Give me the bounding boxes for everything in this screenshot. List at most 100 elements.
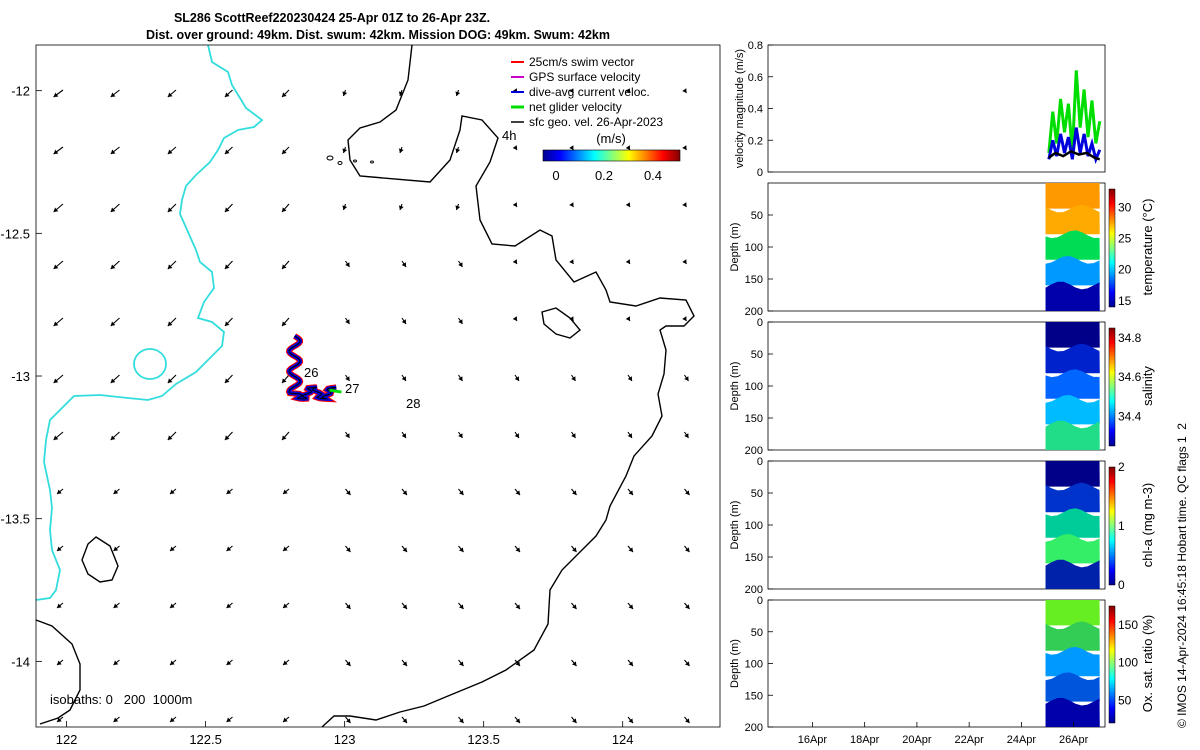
colorbar-tick-label: 2 (1118, 460, 1125, 474)
geo-velocity-arrow (455, 89, 461, 97)
geo-velocity-arrow (401, 545, 408, 553)
section-data-layer (1045, 461, 1100, 487)
geo-velocity-arrow (512, 316, 518, 322)
speed-colorbar-tick-2: 0.4 (644, 168, 662, 183)
section-data-layer (1045, 343, 1100, 374)
geo-velocity-arrow (226, 659, 233, 666)
geo-velocity-arrow (398, 146, 404, 154)
map-panel: 4h 26 27 28 isobaths: 0 200 1000m 25cm/s… (0, 44, 721, 747)
geo-velocity-arrow (169, 716, 177, 723)
geo-velocity-arrow (627, 545, 634, 553)
geo-velocity-arrow (56, 602, 64, 609)
geo-velocity-arrow (571, 431, 576, 439)
depth-y-tick-label: 200 (745, 306, 763, 318)
geo-velocity-arrow (625, 145, 631, 151)
section-data-layer (1045, 369, 1100, 399)
geo-velocity-arrow (571, 716, 577, 724)
map-y-tick-label: -13.5 (0, 512, 30, 527)
colorbar-label: salinity (1140, 366, 1155, 406)
section-data-layer (1045, 322, 1100, 348)
geo-velocity-arrow (345, 659, 351, 667)
geo-velocity-arrow (684, 545, 690, 553)
geo-velocity-arrow (514, 431, 520, 439)
geo-velocity-arrow (110, 260, 120, 270)
geo-velocity-arrow (167, 260, 177, 270)
section-colorbar (1108, 605, 1116, 724)
geo-velocity-arrow (342, 89, 348, 97)
geo-velocity-arrow (684, 374, 689, 382)
velocity-series-line (1048, 149, 1101, 161)
geo-velocity-arrow (571, 545, 577, 553)
geo-velocity-arrow (53, 374, 64, 384)
geo-velocity-arrow (167, 89, 177, 98)
section-data-layer (1045, 508, 1100, 538)
geo-velocity-arrow (169, 659, 177, 666)
section-colorbar (1108, 188, 1116, 308)
geo-velocity-arrow (167, 146, 177, 155)
geo-velocity-arrow (342, 203, 348, 211)
date-x-tick-label: 18Apr (850, 734, 880, 746)
section-data-layer (1045, 697, 1100, 727)
geo-velocity-arrow (56, 488, 64, 495)
colorbar-tick-label: 100 (1118, 656, 1138, 670)
geo-velocity-arrow (281, 146, 290, 155)
geo-velocity-arrow (53, 317, 64, 327)
date-x-tick-label: 16Apr (798, 734, 828, 746)
depth-section-panel: 0 50 100 150 200 Depth (m) 0 1 2 chl-a (mg m-3) (729, 456, 1155, 596)
geo-velocity-arrow (110, 374, 120, 384)
speed-colorbar-tick-1: 0.2 (595, 168, 613, 183)
geo-velocity-arrow (169, 602, 177, 609)
geo-velocity-arrow (282, 602, 290, 609)
geo-velocity-arrow (684, 431, 689, 439)
geo-velocity-arrow (401, 431, 407, 439)
geo-velocity-arrow (458, 317, 463, 325)
geo-velocity-arrow (625, 316, 631, 322)
geo-velocity-arrow (458, 716, 464, 724)
geo-velocity-arrow (514, 716, 521, 724)
map-axes-frame (36, 45, 720, 727)
depth-y-tick-label: 0 (757, 456, 763, 468)
geo-velocity-arrow (514, 488, 521, 496)
depth-y-tick-label: 150 (745, 274, 763, 286)
velocity-y-tick-label: 0.2 (748, 135, 763, 147)
geo-velocity-arrow (226, 716, 233, 723)
figure-title-line1: SL286 ScottReef220230424 25-Apr 01Z to 2… (174, 11, 490, 25)
depth-y-label: Depth (m) (729, 639, 741, 688)
geo-velocity-arrow (113, 545, 120, 552)
geo-velocity-arrow (53, 203, 64, 213)
geo-velocity-arrow (401, 374, 407, 382)
geo-velocity-arrow (169, 545, 177, 552)
annotation-day-26: 26 (304, 365, 318, 380)
geo-velocity-arrow (571, 659, 577, 667)
geo-velocity-arrow (345, 374, 350, 382)
geo-velocity-arrow (345, 545, 351, 553)
geo-velocity-arrow (569, 259, 574, 265)
geo-velocity-arrow (167, 374, 177, 384)
geo-velocity-arrow (224, 374, 233, 384)
section-data-layer (1045, 204, 1100, 235)
map-x-tick-label: 122 (56, 732, 78, 747)
colorbar-label: Ox. sat. ratio (%) (1140, 615, 1155, 713)
legend-label-dive-avg-current: dive-avg current veloc. (529, 85, 650, 99)
colorbar-tick-label: 0 (1118, 578, 1125, 592)
geo-velocity-arrow (113, 716, 120, 723)
map-axis-ticks: 122 122.5 123 123.5 124 -12 -12.5 -13 -13.5 -14 (0, 84, 633, 747)
colorbar-tick-label: 25 (1118, 232, 1132, 246)
geo-velocity-arrow (514, 374, 520, 382)
depth-section-panel: 0 50 100 150 200 Depth (m) 34.4 34.6 34.8 salinit… (729, 317, 1155, 457)
date-x-tick-label: 22Apr (954, 734, 984, 746)
map-legend: 25cm/s swim vector GPS surface velocity … (511, 55, 663, 129)
geo-velocity-arrow (345, 431, 350, 439)
geo-velocity-arrow (282, 545, 290, 552)
geo-velocity-arrow (458, 260, 463, 268)
coastline-island (133, 348, 167, 380)
legend-label-sfc-geo-vel: sfc geo. vel. 26-Apr-2023 (529, 115, 663, 129)
map-y-tick-label: -12 (11, 84, 30, 99)
depth-y-tick-label: 50 (751, 488, 763, 500)
velocity-series-line (1047, 70, 1102, 154)
coastline (35, 44, 264, 601)
isobath-loop-east (541, 307, 581, 339)
geo-velocity-arrow (571, 374, 576, 382)
depth-y-label: Depth (m) (729, 501, 741, 550)
